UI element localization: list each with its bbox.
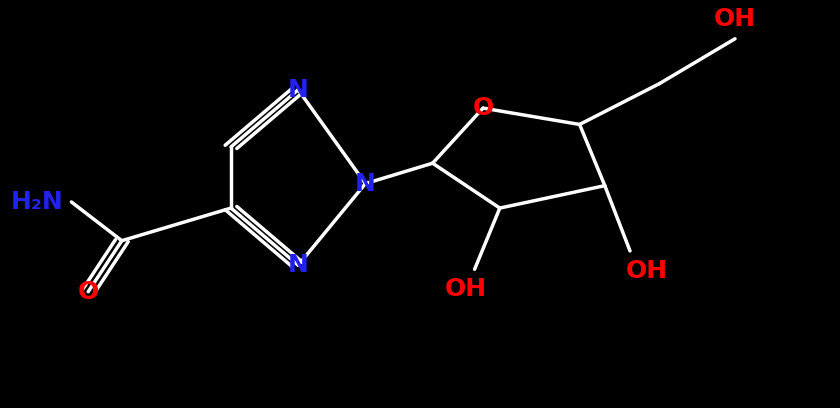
Text: N: N (288, 78, 308, 102)
Text: OH: OH (714, 7, 756, 31)
Text: N: N (355, 172, 375, 195)
Text: O: O (77, 280, 99, 304)
Text: N: N (288, 253, 308, 277)
Text: H₂N: H₂N (10, 190, 63, 214)
Text: OH: OH (445, 277, 487, 302)
Text: OH: OH (626, 259, 668, 283)
Text: O: O (472, 96, 494, 120)
